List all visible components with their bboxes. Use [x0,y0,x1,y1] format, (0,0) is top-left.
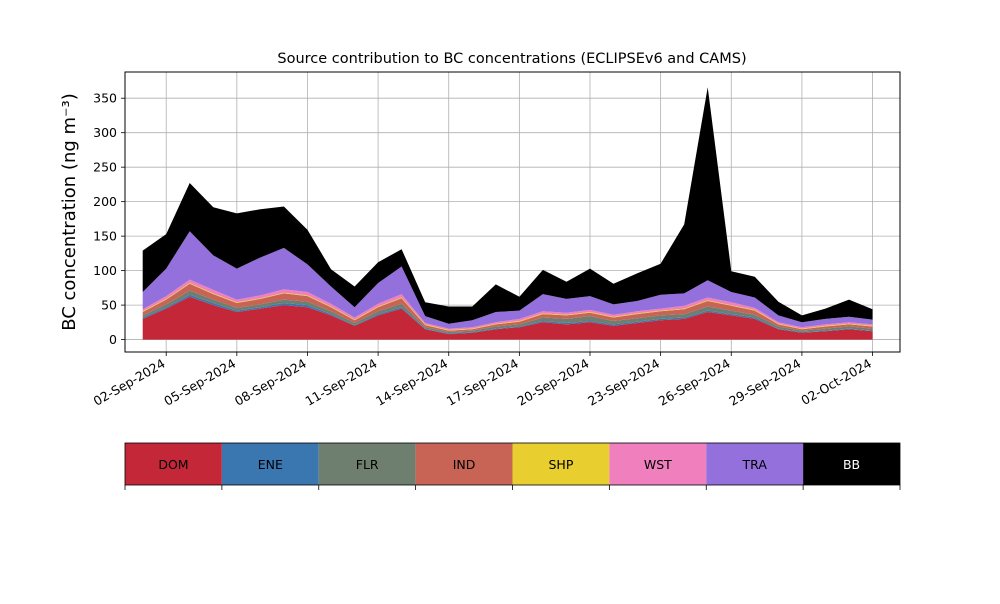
y-tick-label: 100 [93,263,117,278]
legend-label-ene: ENE [258,457,283,472]
legend-label-flr: FLR [356,457,379,472]
area-bb [142,87,873,324]
stacked-areas [142,87,873,340]
legend-swatch-flr [318,443,416,485]
legend-label-tra: TRA [742,457,768,472]
y-tick-label: 350 [93,91,117,106]
legend-colorbar: DOM ENE FLR IND SHP WST TRA BB [124,442,901,490]
legend-frame [124,442,901,486]
legend-swatch-dom [125,443,222,485]
area-flr [142,290,873,334]
x-tick-label: 08-Sep-2024 [232,356,309,409]
y-tick-label: 50 [101,298,117,313]
y-tick-label: 300 [93,125,117,140]
area-ind [142,283,873,332]
y-tick-label: 250 [93,160,117,175]
legend-label-bb: BB [843,457,860,472]
chart-title: Source contribution to BC concentrations… [277,51,746,67]
y-tick-label: 150 [93,229,117,244]
x-tick-label: 29-Sep-2024 [726,356,803,409]
y-tick-label: 200 [93,194,117,209]
x-tick-label: 11-Sep-2024 [303,356,380,409]
legend-swatch-wst [609,443,707,485]
legend-swatch-tra [706,443,804,485]
area-tra [142,231,873,329]
y-axis-ticks: 0 50 100 150 200 250 300 350 [93,91,125,347]
x-tick-label: 14-Sep-2024 [373,356,450,409]
x-tick-label: 26-Sep-2024 [656,356,733,409]
area-ene [142,294,873,335]
y-tick-label: 0 [109,332,117,347]
x-tick-label: 20-Sep-2024 [514,356,591,409]
x-tick-label: 23-Sep-2024 [585,356,662,409]
x-tick-label: 17-Sep-2024 [444,356,521,409]
plot-frame [124,71,901,353]
legend-label-wst: WST [644,457,672,472]
legend-label-ind: IND [453,457,476,472]
legend-label-shp: SHP [549,457,574,472]
x-tick-label: 05-Sep-2024 [161,356,238,409]
x-tick-label: 02-Sep-2024 [91,356,168,409]
legend-swatch-ene [221,443,319,485]
y-axis-label: BC concentration (ng m⁻³) [59,93,80,331]
legend-label-dom: DOM [158,457,188,472]
legend-swatch-shp [512,443,610,485]
x-axis-ticks: 02-Sep-202405-Sep-202408-Sep-202411-Sep-… [91,352,874,409]
x-tick-label: 02-Oct-2024 [798,356,874,408]
legend-swatch-bb [803,443,900,485]
legend-swatch-ind [415,443,513,485]
area-dom [142,296,873,340]
